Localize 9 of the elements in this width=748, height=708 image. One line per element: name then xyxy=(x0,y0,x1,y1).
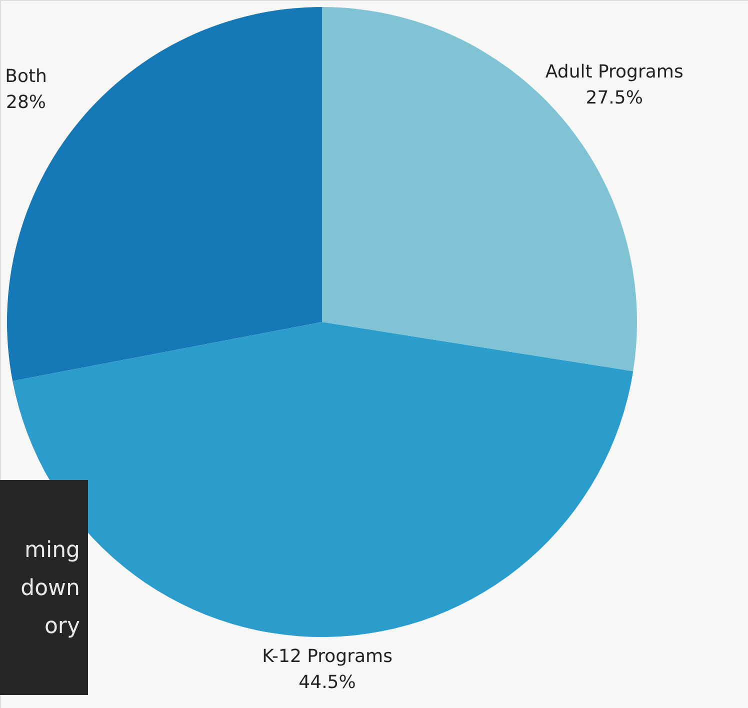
pie-slice xyxy=(12,322,634,637)
pie-slice xyxy=(8,7,322,382)
data-label: 28% xyxy=(6,92,46,114)
slice-label: Adult Programs xyxy=(545,61,684,82)
slice-label: Both xyxy=(5,66,47,88)
text: ming down ory xyxy=(20,538,80,639)
slice-label: K-12 Programs xyxy=(262,646,392,667)
data-label: 27.5% xyxy=(586,87,643,108)
data-label: 44.5% xyxy=(298,672,356,693)
